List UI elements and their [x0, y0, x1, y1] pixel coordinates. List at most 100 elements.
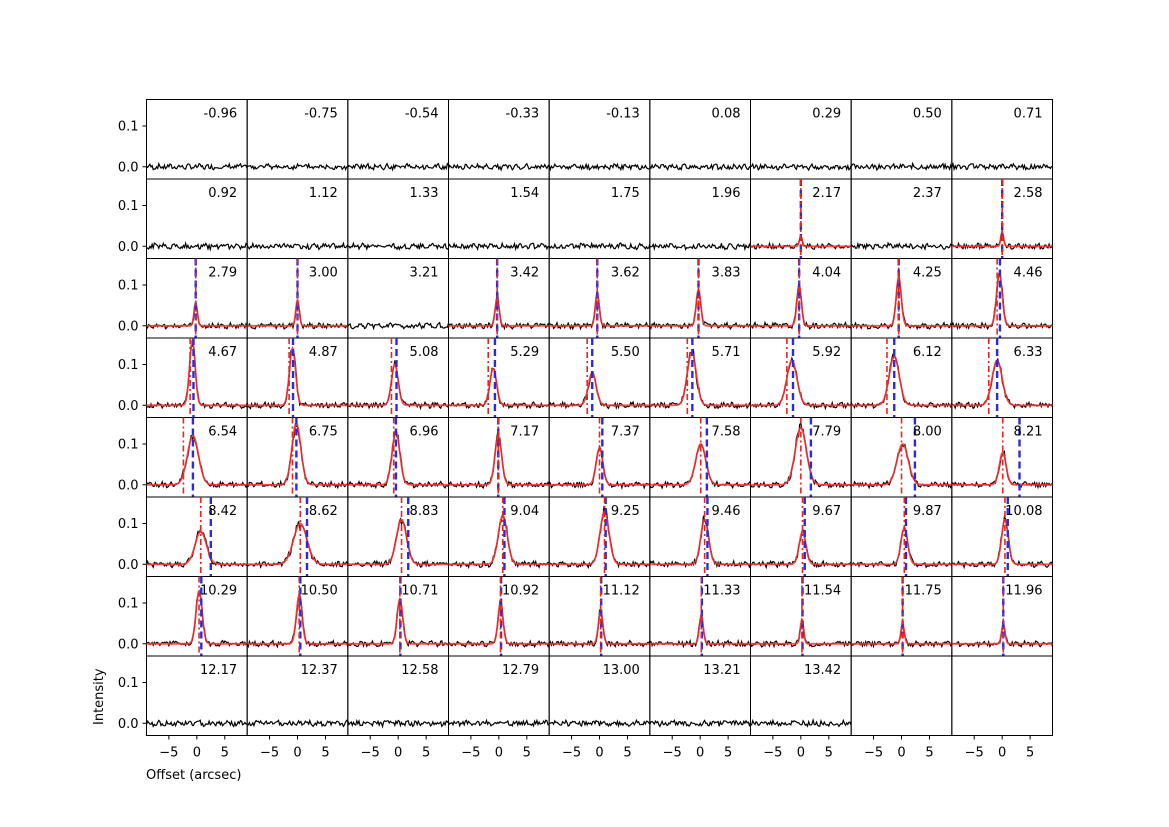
x-tick-label: 0 — [394, 746, 402, 761]
panel: 5.08 — [347, 337, 450, 418]
x-tick-label: −5 — [663, 746, 682, 761]
x-tick-label: 0 — [998, 746, 1006, 761]
panel: 11.54 — [750, 576, 852, 657]
gaussian-fit — [851, 443, 952, 486]
gaussian-fit — [247, 345, 348, 407]
panel: 12.17 0.0 0.1 −5 0 5 — [118, 655, 248, 761]
y-tick-label: 0.1 — [118, 358, 139, 373]
gaussian-fit — [146, 589, 248, 645]
gaussian-fit — [649, 443, 751, 486]
panel-label: 13.00 — [603, 663, 640, 678]
panel: 0.71 — [951, 99, 1053, 180]
panel: 7.17 — [448, 417, 550, 498]
gaussian-fit — [549, 509, 650, 566]
panel: 4.87 — [246, 337, 349, 418]
gaussian-fit — [247, 522, 348, 566]
y-tick-label: 0.1 — [118, 279, 139, 294]
y-axis-label: Intensity — [92, 668, 107, 725]
gaussian-fit — [750, 530, 852, 566]
panel-label: 3.21 — [410, 266, 439, 281]
x-tick-label: −5 — [763, 746, 782, 761]
y-tick-label: 0.0 — [118, 637, 139, 652]
panel: −5 0 5 — [951, 655, 1053, 761]
x-tick-label: −5 — [159, 746, 178, 761]
spectrum-trace — [146, 240, 248, 252]
x-tick-label: 0 — [797, 746, 805, 761]
gaussian-fit — [347, 430, 449, 486]
panel: 2.58 — [951, 178, 1053, 259]
panel-label: 9.87 — [913, 504, 942, 519]
panel-label: -0.33 — [506, 107, 540, 122]
y-tick-label: 0.1 — [118, 676, 139, 691]
panel: 9.46 — [649, 496, 751, 577]
gaussian-fit — [146, 434, 248, 486]
panel-grid: -0.96 0.0 0.1 -0.75 -0.54 -0.33 -0.13 0.08 0.29 0… — [118, 99, 1053, 761]
panel-label: 0.08 — [712, 107, 741, 122]
x-tick-label: −5 — [864, 746, 883, 761]
panel-label: 2.17 — [812, 186, 841, 201]
panel-label: 11.33 — [703, 584, 740, 599]
spectrum-trace — [851, 161, 952, 172]
gaussian-fit — [750, 617, 852, 645]
x-tick-label: 5 — [724, 746, 732, 761]
spectrum-trace — [851, 241, 952, 252]
panel-label: 8.62 — [309, 504, 338, 519]
panel-label: 10.71 — [401, 584, 438, 599]
spectrum-trace — [347, 162, 449, 172]
panel: 9.25 — [548, 496, 651, 577]
panel-label: 9.25 — [611, 504, 640, 519]
panel-label: 6.12 — [913, 345, 942, 360]
panel: 4.25 — [850, 258, 953, 339]
spectrum-trace — [549, 607, 650, 649]
gaussian-fit — [146, 338, 248, 407]
x-tick-label: 0 — [595, 746, 603, 761]
gaussian-fit — [951, 518, 1053, 566]
x-axis-label: Offset (arcsec) — [146, 768, 241, 783]
spectrum-trace — [347, 321, 449, 331]
panel-label: 11.75 — [905, 584, 942, 599]
panel-label: 11.96 — [1005, 584, 1042, 599]
y-tick-label: 0.0 — [118, 558, 139, 573]
panel-label: 1.54 — [510, 186, 539, 201]
gaussian-fit — [347, 362, 449, 407]
panel: 7.79 — [750, 417, 852, 498]
spectrum-trace — [146, 161, 248, 171]
spectrum-trace — [649, 242, 751, 252]
panel: 6.75 — [246, 417, 349, 498]
spectrum-trace — [649, 163, 751, 172]
spectrum-trace — [247, 718, 348, 728]
panel-label: 8.42 — [208, 504, 237, 519]
panel-label: 4.67 — [208, 345, 237, 360]
x-tick-label: 5 — [825, 746, 833, 761]
x-tick-label: −5 — [361, 746, 380, 761]
panel-label: 13.42 — [804, 663, 841, 678]
gaussian-fit — [247, 299, 348, 327]
gaussian-fit — [649, 613, 751, 645]
panel-label: 4.46 — [1014, 266, 1043, 281]
panel-label: 11.12 — [603, 584, 640, 599]
panel-label: 7.17 — [510, 425, 539, 440]
panel-label: 5.71 — [712, 345, 741, 360]
panel-label: 3.00 — [309, 266, 338, 281]
panel-label: 12.17 — [200, 663, 237, 678]
panel: 5.50 — [548, 337, 651, 418]
x-tick-label: 5 — [925, 746, 933, 761]
x-tick-label: 0 — [495, 746, 503, 761]
gaussian-fit — [649, 286, 751, 327]
panel: 6.54 0.0 0.1 — [118, 417, 248, 498]
y-tick-label: 0.0 — [118, 319, 139, 334]
panel: 3.00 — [246, 258, 349, 339]
panel: 2.79 0.0 0.1 — [118, 258, 248, 339]
panel: 12.37 −5 0 5 — [246, 655, 349, 761]
x-tick-label: −5 — [260, 746, 279, 761]
gaussian-fit — [448, 600, 550, 645]
spectrum-trace — [247, 241, 348, 251]
panel-label: 6.96 — [410, 425, 439, 440]
spectrum-trace — [448, 241, 550, 252]
panel: 3.42 — [448, 258, 550, 339]
x-tick-label: −5 — [562, 746, 581, 761]
panel: 3.62 — [548, 258, 651, 339]
panel-label: -0.54 — [405, 107, 439, 122]
panel-label: 2.37 — [913, 186, 942, 201]
x-tick-label: 5 — [422, 746, 430, 761]
